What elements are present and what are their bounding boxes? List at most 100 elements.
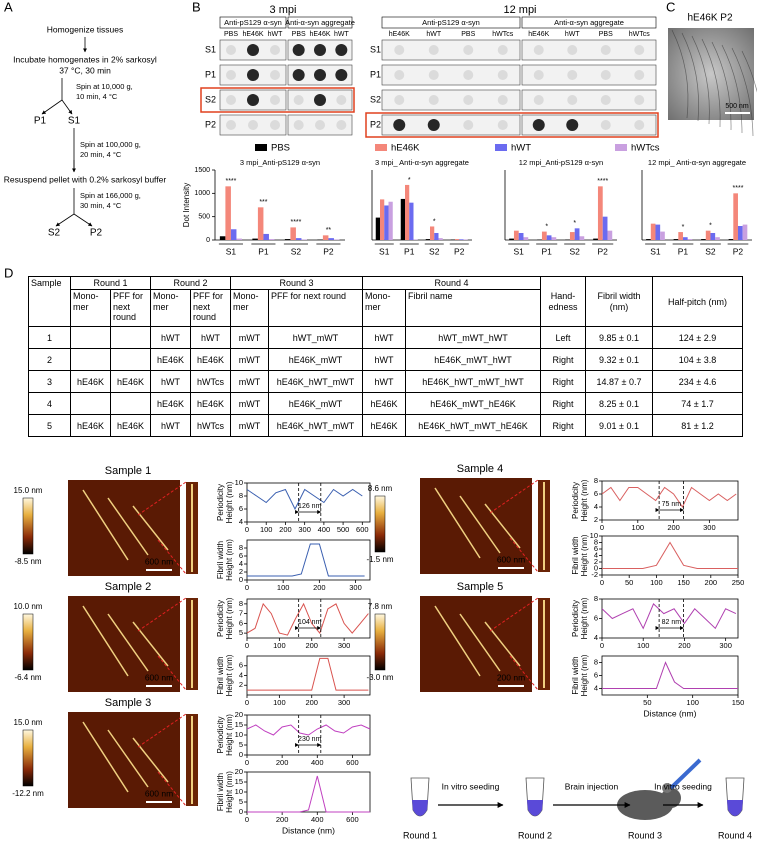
profile-line xyxy=(247,775,370,813)
table-cell: 81 ± 1.2 xyxy=(652,414,743,438)
x-tick-label: 200 xyxy=(305,641,318,650)
legend-label: hWTcs xyxy=(631,143,660,154)
legend-swatch xyxy=(375,144,387,151)
bar xyxy=(322,235,329,240)
blot-header xyxy=(219,16,287,29)
y-tick-label: 4 xyxy=(594,633,598,642)
table-cell: Right xyxy=(540,348,586,372)
y-tick-label: 10 xyxy=(235,478,243,487)
x-tick-label: 100 xyxy=(686,698,699,707)
x-label: Distance (nm) xyxy=(282,825,335,835)
blot-row: S1 xyxy=(205,44,216,54)
round-label: Round 2 xyxy=(518,830,552,840)
profile-line xyxy=(247,657,369,691)
line xyxy=(157,655,187,691)
x-tick-label: P1 xyxy=(678,246,689,256)
spin: Spin at 10,000 g, xyxy=(76,82,133,91)
bar xyxy=(687,239,693,240)
table-cell: hE46K xyxy=(190,348,231,372)
blot-dot xyxy=(567,70,578,80)
table-cell: PFF for next round xyxy=(110,289,151,328)
bar xyxy=(375,217,380,240)
fibril xyxy=(484,503,521,549)
micrograph xyxy=(668,28,754,120)
y-tick-label: 8 xyxy=(239,599,243,608)
bar xyxy=(518,233,524,240)
y-tick-label: 8 xyxy=(239,543,243,552)
blot-dot xyxy=(566,119,579,131)
blot-dot xyxy=(600,120,611,130)
table-cell: Hand-edness xyxy=(540,275,586,328)
significance: **** xyxy=(597,178,608,185)
fibril xyxy=(107,497,149,556)
profile-line xyxy=(601,486,737,509)
profile-line xyxy=(246,724,371,736)
bar xyxy=(646,239,651,240)
significance: * xyxy=(709,223,712,230)
period-annotation: 82 nm xyxy=(662,619,682,626)
blot-dot xyxy=(600,45,611,55)
colorbar-max: 15.0 nm xyxy=(14,486,43,495)
y-tick-label: 15 xyxy=(235,777,243,786)
blot-column: hE46K xyxy=(309,31,330,38)
y-tick-label: 4 xyxy=(239,559,243,568)
y-tick-label: 4 xyxy=(239,517,243,526)
x-tick-label: P1 xyxy=(542,246,553,256)
blot-dot xyxy=(533,45,544,55)
y-label: Height (nm) xyxy=(225,481,234,523)
fibril xyxy=(132,621,169,667)
x-tick-label: 0 xyxy=(600,641,604,650)
table-cell: Half-pitch (nm) xyxy=(652,275,743,328)
table-cell: 8.25 ± 0.1 xyxy=(585,392,653,416)
table-cell xyxy=(70,392,111,416)
y-tick-label: 8 xyxy=(594,537,598,546)
x-tick-label: 300 xyxy=(703,523,716,532)
chart-title: 3 mpi_Anti-pS129 α-syn xyxy=(240,158,320,167)
table-cell: Left xyxy=(540,326,586,350)
blot-dot xyxy=(226,120,236,130)
table-cell: hE46K xyxy=(362,414,406,438)
table-cell: mWT xyxy=(230,370,269,394)
blot-column: PBS xyxy=(599,31,613,38)
blot-dot xyxy=(532,119,545,131)
panel-label: C xyxy=(666,0,675,14)
table-cell: hWT xyxy=(362,348,406,372)
sample-table: Sample Round 1 Round 2 Round 3 Round 4 Hand-e… xyxy=(28,275,743,438)
line xyxy=(157,539,187,575)
spin: Spin at 100,000 g, xyxy=(80,140,141,149)
table-cell: hWT_mWT_hWT xyxy=(405,326,541,350)
colorbar xyxy=(374,495,386,553)
x-tick-label: 600 xyxy=(346,758,359,767)
y-tick-label: 6 xyxy=(239,551,243,560)
profile-line xyxy=(601,603,737,630)
scale-label: 600 nm xyxy=(497,554,525,564)
fibril xyxy=(82,721,129,793)
chart-title: 12 mpi_Anti-pS129 α-syn xyxy=(519,158,603,167)
blot-dot xyxy=(247,94,259,106)
blot-strip xyxy=(521,39,657,61)
blot-dot xyxy=(533,95,544,105)
bar xyxy=(268,239,275,240)
step: 37 °C, 30 min xyxy=(59,65,111,75)
syringe xyxy=(669,758,702,790)
fibril xyxy=(721,44,743,134)
y-tick-label: -2 xyxy=(591,570,598,579)
blot-column: PBS xyxy=(224,31,238,38)
fibril xyxy=(459,495,501,554)
bar xyxy=(715,237,720,240)
table-cell: Round 3 xyxy=(230,275,363,291)
y-label: Height (nm) xyxy=(225,597,234,639)
x-tick-label: 50 xyxy=(625,578,633,587)
colorbar xyxy=(22,613,34,671)
colorbar-max: 7.8 nm xyxy=(368,602,393,611)
x-tick-label: 0 xyxy=(245,815,249,824)
table-cell: hE46K_hWT_mWT_hE46K xyxy=(405,414,541,438)
bar xyxy=(263,233,269,240)
bar xyxy=(295,238,302,240)
x-tick-label: 50 xyxy=(643,698,651,707)
fibril xyxy=(132,505,169,551)
y-tick-label: 1000 xyxy=(194,190,210,197)
y-label: Periodicity xyxy=(571,482,580,519)
table-cell: 14.87 ± 0.7 xyxy=(585,370,653,394)
